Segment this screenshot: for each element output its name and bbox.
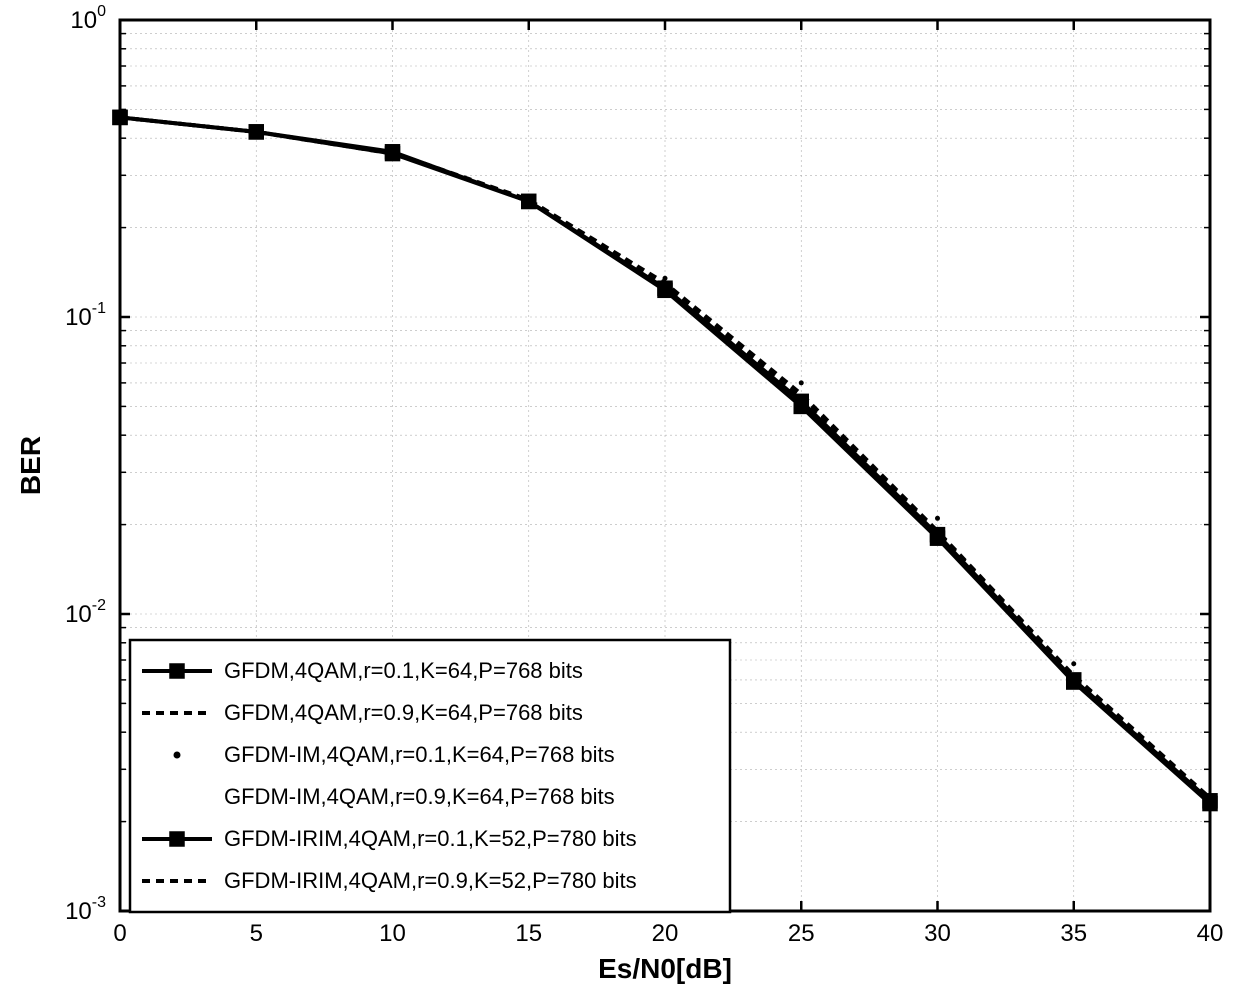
legend-sample-marker — [174, 752, 181, 759]
legend-label: GFDM,4QAM,r=0.1,K=64,P=768 bits — [224, 658, 583, 683]
x-tick-label: 10 — [379, 920, 406, 947]
legend-sample-marker — [170, 664, 184, 678]
series-marker — [1203, 797, 1217, 811]
x-tick-label: 20 — [652, 920, 679, 947]
series-marker — [935, 516, 940, 521]
x-tick-label: 30 — [924, 920, 951, 947]
legend-label: GFDM-IRIM,4QAM,r=0.1,K=52,P=780 bits — [224, 826, 637, 851]
legend-label: GFDM-IRIM,4QAM,r=0.9,K=52,P=780 bits — [224, 868, 637, 893]
legend-sample-marker — [170, 832, 184, 846]
ber-chart: 051015202530354010-310-210-1100Es/N0[dB]… — [0, 0, 1240, 996]
series-marker — [799, 380, 804, 385]
legend-label: GFDM-IM,4QAM,r=0.1,K=64,P=768 bits — [224, 742, 615, 767]
x-tick-label: 40 — [1197, 920, 1224, 947]
y-axis-label: BER — [15, 436, 46, 495]
series-marker — [1071, 661, 1076, 666]
chart-container: 051015202530354010-310-210-1100Es/N0[dB]… — [0, 0, 1240, 996]
x-tick-label: 25 — [788, 920, 815, 947]
x-tick-label: 0 — [113, 920, 126, 947]
legend-label: GFDM-IM,4QAM,r=0.9,K=64,P=768 bits — [224, 784, 615, 809]
x-tick-label: 15 — [515, 920, 542, 947]
series-marker — [663, 276, 668, 281]
x-axis-label: Es/N0[dB] — [598, 953, 732, 984]
x-tick-label: 35 — [1060, 920, 1087, 947]
legend-label: GFDM,4QAM,r=0.9,K=64,P=768 bits — [224, 700, 583, 725]
x-tick-label: 5 — [250, 920, 263, 947]
